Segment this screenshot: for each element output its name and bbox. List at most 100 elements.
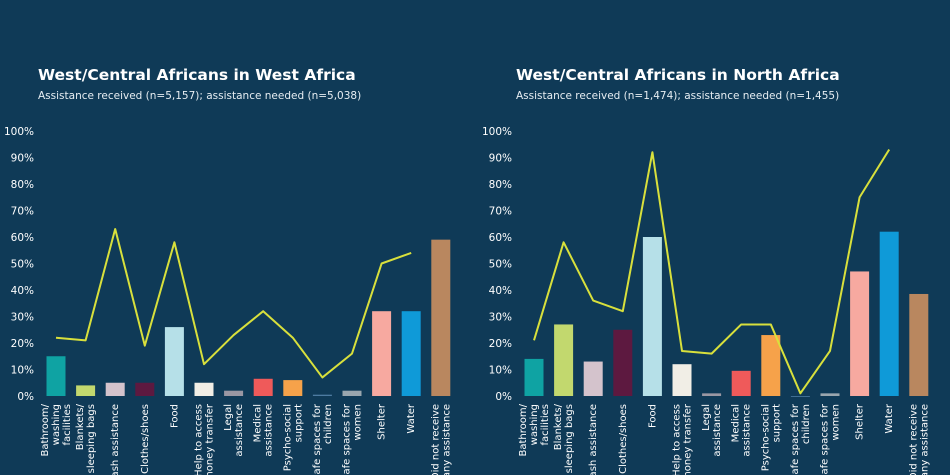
x-category-label: Cash assistance (588, 404, 599, 475)
svg-text:washing: washing (529, 404, 540, 445)
y-tick-label: 20% (489, 338, 512, 350)
svg-text:sleeping bags: sleeping bags (86, 404, 97, 473)
bar-line-chart: 0% 10% 20% 30% 40% 50% 60% 70% 80% 90% 100% Bathroo… (4, 126, 452, 475)
bar-line-chart: 0% 10% 20% 30% 40% 50% 60% 70% 80% 90% 100% Bathroo… (482, 126, 930, 475)
svg-text:Medical: Medical (731, 404, 742, 442)
svg-text:any assistance: any assistance (919, 404, 930, 475)
x-category-label: Bathroom/washing facilities (40, 403, 73, 456)
bar-assistance-received (613, 329, 633, 396)
x-category-label: Did not receive any assistance (430, 404, 452, 475)
bar-assistance-received (135, 382, 155, 396)
svg-text:assistance: assistance (234, 404, 245, 457)
svg-text:children: children (801, 404, 812, 444)
svg-text:Safe spaces for: Safe spaces for (342, 403, 353, 475)
x-category-label: Clothes/shoes (618, 404, 629, 474)
bar-assistance-received (401, 311, 421, 396)
line-assistance-needed (533, 149, 891, 395)
chart-panel-north-africa: West/Central Africans in North Africa As… (478, 0, 950, 475)
svg-text:Medical: Medical (253, 404, 264, 442)
bar-assistance-received (342, 390, 362, 396)
x-category-label: Help to access money transfer (672, 403, 694, 475)
svg-text:Blankets/: Blankets/ (553, 403, 564, 450)
x-category-label: Safe spaces for women (342, 403, 364, 475)
svg-text:assistance: assistance (742, 404, 753, 457)
bar-assistance-received (164, 327, 184, 396)
x-category-label: Legal assistance (701, 404, 723, 457)
bar-assistance-received (431, 239, 451, 396)
bar-assistance-received (850, 271, 870, 396)
bar-assistance-received (105, 382, 125, 396)
svg-text:Bathroom/: Bathroom/ (40, 403, 51, 456)
svg-text:any assistance: any assistance (441, 404, 452, 475)
x-category-label: Blankets/sleeping bags (75, 403, 97, 473)
svg-text:Shelter: Shelter (377, 403, 388, 440)
svg-text:Did not receive: Did not receive (908, 404, 919, 475)
svg-text:Psycho-social: Psycho-social (760, 404, 771, 471)
svg-text:Psycho-social: Psycho-social (282, 404, 293, 471)
x-category-label: Medical assistance (731, 404, 753, 457)
y-tick-label: 10% (489, 365, 512, 377)
y-tick-label: 70% (489, 206, 512, 218)
svg-text:money transfer: money transfer (205, 403, 216, 475)
x-category-label: Safe spaces for children (312, 403, 334, 475)
x-category-label: Safe spaces for children (790, 403, 812, 475)
svg-text:Cash assistance: Cash assistance (110, 404, 121, 475)
y-tick-label: 100% (4, 126, 34, 138)
bar-assistance-received (790, 396, 810, 397)
svg-text:Safe spaces for: Safe spaces for (790, 403, 801, 475)
line-assistance-needed (55, 228, 412, 379)
svg-text:Water: Water (884, 403, 895, 433)
svg-text:Food: Food (647, 404, 658, 428)
bar-assistance-received (820, 393, 840, 396)
bar-assistance-received (46, 356, 66, 396)
x-category-label: Food (647, 404, 658, 428)
svg-text:Help to access: Help to access (194, 404, 205, 475)
svg-text:Legal: Legal (701, 404, 712, 431)
y-tick-label: 50% (489, 259, 512, 271)
y-tick-label: 80% (11, 179, 34, 191)
y-tick-label: 0% (17, 391, 34, 403)
svg-text:children: children (323, 404, 334, 444)
svg-text:money transfer: money transfer (683, 403, 694, 475)
y-tick-label: 10% (11, 365, 34, 377)
svg-text:Clothes/shoes: Clothes/shoes (618, 404, 629, 474)
y-tick-label: 20% (11, 338, 34, 350)
svg-text:Blankets/: Blankets/ (75, 403, 86, 450)
y-tick-label: 90% (489, 153, 512, 165)
x-category-label: Psycho-social support (282, 404, 304, 471)
x-category-label: Help to access money transfer (194, 403, 216, 475)
svg-text:women: women (831, 404, 842, 441)
y-tick-label: 0% (495, 391, 512, 403)
svg-text:support: support (771, 404, 782, 442)
bar-assistance-received (879, 231, 899, 396)
svg-text:Did not receive: Did not receive (430, 404, 441, 475)
svg-text:facilities: facilities (62, 404, 73, 446)
bar-assistance-received (761, 335, 781, 396)
x-category-label: Medical assistance (253, 404, 275, 457)
bar-assistance-received (194, 382, 214, 396)
chart-subtitle: Assistance received (n=5,157); assistanc… (38, 90, 362, 102)
y-tick-label: 40% (489, 285, 512, 297)
bar-assistance-received (672, 364, 692, 396)
x-category-label: Legal assistance (223, 404, 245, 457)
chart-subtitle: Assistance received (n=1,474); assistanc… (516, 90, 840, 102)
bar-assistance-received (312, 394, 332, 396)
y-tick-label: 70% (11, 206, 34, 218)
chart-title: West/Central Africans in West Africa (38, 66, 356, 84)
svg-text:Legal: Legal (223, 404, 234, 431)
y-tick-label: 30% (489, 312, 512, 324)
x-category-label: Cash assistance (110, 404, 121, 475)
x-category-label: Water (884, 403, 895, 433)
svg-text:Bathroom/: Bathroom/ (518, 403, 529, 456)
svg-text:assistance: assistance (264, 404, 275, 457)
x-category-label: Safe spaces for women (820, 403, 842, 475)
svg-text:washing: washing (51, 404, 62, 445)
bar-assistance-received (731, 370, 751, 396)
x-category-label: Did not receive any assistance (908, 404, 930, 475)
x-category-label: Psycho-social support (760, 404, 782, 471)
y-tick-label: 50% (11, 259, 34, 271)
x-category-label: Water (406, 403, 417, 433)
x-category-label: Shelter (377, 403, 388, 440)
svg-text:Water: Water (406, 403, 417, 433)
svg-text:Shelter: Shelter (855, 403, 866, 440)
